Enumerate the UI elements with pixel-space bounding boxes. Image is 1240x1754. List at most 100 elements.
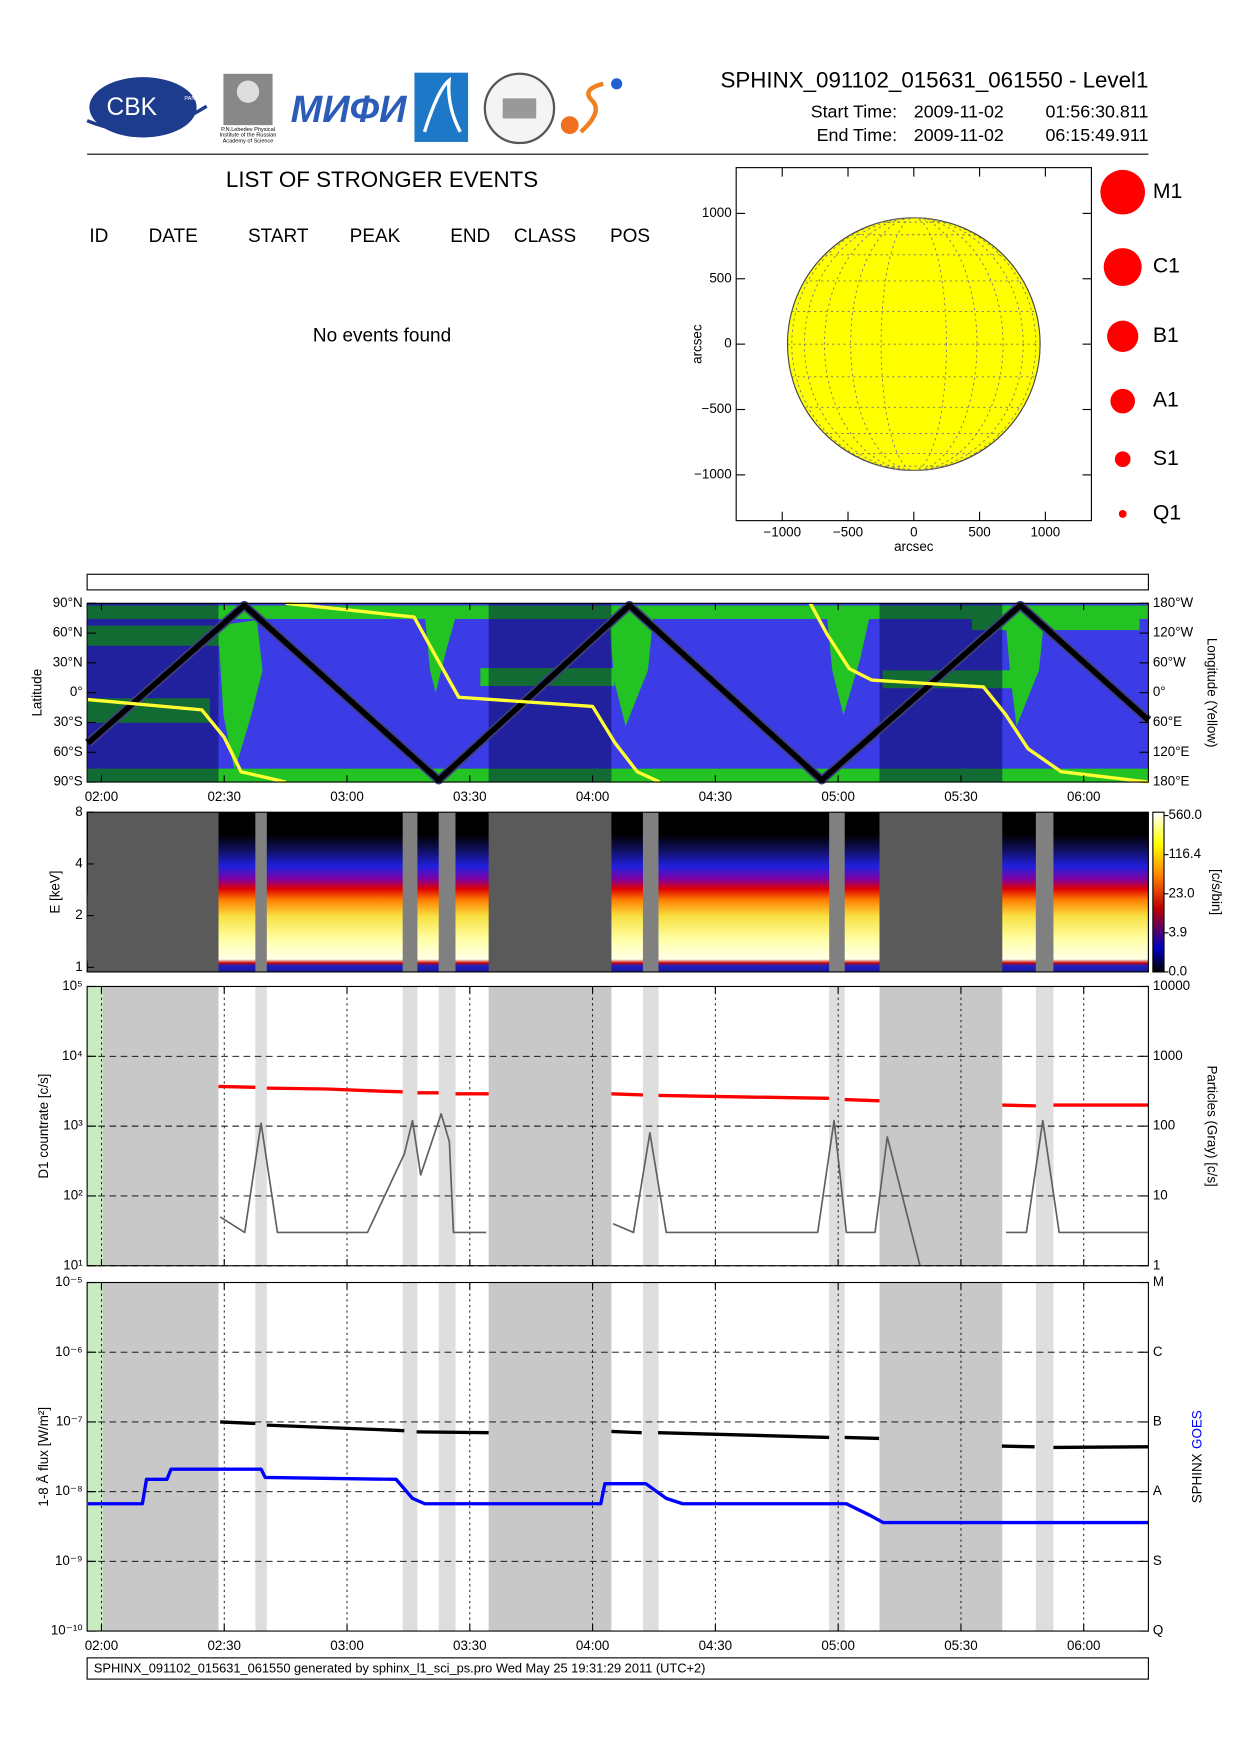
meridian xyxy=(824,217,1004,471)
series-line xyxy=(87,1467,1149,1525)
y-tick-label: 10⁻⁵ xyxy=(55,1274,83,1289)
track xyxy=(87,601,1149,784)
x-tick-label: 03:00 xyxy=(330,1638,364,1653)
column-header: ID xyxy=(89,226,108,247)
axis-label: arcsec xyxy=(690,324,705,364)
x-tick-label: 04:00 xyxy=(576,789,610,804)
shaded-interval xyxy=(488,812,612,972)
footer: SPHINX_091102_015631_061550 generated by… xyxy=(94,1660,706,1675)
plot-frame xyxy=(86,811,1149,973)
y-tick-label: 1000 xyxy=(1153,1048,1183,1063)
shaded-interval xyxy=(87,812,219,972)
column-header: PEAK xyxy=(350,226,401,247)
y-tick-label: 0 xyxy=(724,336,731,351)
column-header: POS xyxy=(610,226,650,247)
x-tick-label: 03:30 xyxy=(453,789,487,804)
axis-label: Particles (Gray) [c/s] xyxy=(1204,1065,1219,1186)
axis-label: Longitude (Yellow) xyxy=(1204,638,1219,748)
shaded-interval xyxy=(879,1282,1003,1632)
x-tick-label: 04:30 xyxy=(699,789,733,804)
y-tick-label: 180°W xyxy=(1153,595,1194,610)
y-tick-label: 10⁻⁷ xyxy=(56,1413,83,1428)
shaded-interval xyxy=(438,1282,456,1632)
legend-label: M1 xyxy=(1153,180,1182,203)
x-tick-label: −1000 xyxy=(763,524,801,539)
map-land xyxy=(608,614,654,727)
y-tick-label: 10⁻⁶ xyxy=(55,1344,82,1359)
axis-label: E [keV] xyxy=(47,870,62,913)
y-tick-label: 30°S xyxy=(53,714,82,729)
legend-label: Q1 xyxy=(1153,502,1181,525)
logo-seal xyxy=(502,98,537,119)
logo-sun xyxy=(579,81,604,134)
x-tick-label: −500 xyxy=(833,524,863,539)
plot-frame xyxy=(86,985,1149,1267)
start-label: Start Time: xyxy=(811,102,897,122)
y-tick-label: 60°N xyxy=(53,625,83,640)
axis-label: arcsec xyxy=(894,539,934,554)
axis-label-part: SPHINX xyxy=(1189,1453,1204,1503)
map-land xyxy=(1005,616,1045,727)
y-tick-label: 60°W xyxy=(1153,654,1186,669)
y-tick-label: 30°N xyxy=(53,654,83,669)
x-tick-label: 03:30 xyxy=(453,1638,487,1653)
y-tick-label: 90°S xyxy=(53,774,82,789)
x-tick-label: 0 xyxy=(910,524,917,539)
y-tick-label: 8 xyxy=(75,804,82,819)
y-tick-label: 10¹ xyxy=(63,1257,83,1272)
title: SPHINX_091102_015631_061550 - Level1 xyxy=(721,68,1149,93)
column-header: CLASS xyxy=(514,226,576,247)
series-line xyxy=(218,1084,1149,1108)
y-tick-label: A xyxy=(1153,1483,1162,1498)
shaded-interval xyxy=(1035,812,1054,972)
axis-label: SPHINX GOES xyxy=(1189,1410,1204,1503)
series-line xyxy=(220,1420,1149,1450)
y-tick-label: 10⁻⁸ xyxy=(55,1483,83,1498)
shaded-interval xyxy=(829,1282,845,1632)
plot-frame xyxy=(86,1281,1149,1632)
y-tick-label: 10⁴ xyxy=(62,1048,83,1063)
y-tick-label: 60°S xyxy=(53,744,82,759)
logo-swoosh xyxy=(422,76,462,133)
logo-text: CBK xyxy=(107,94,158,121)
y-tick-label: 1 xyxy=(75,959,82,974)
end-date: 2009-11-02 xyxy=(914,125,1004,145)
axis-label: Latitude xyxy=(30,669,45,717)
y-tick-label: 0° xyxy=(1153,684,1166,699)
legend-label: S1 xyxy=(1153,447,1179,470)
x-tick-label: 02:30 xyxy=(207,789,241,804)
logo-text: МИФИ xyxy=(291,89,408,131)
meridian xyxy=(791,217,1037,471)
night-interval xyxy=(879,603,1003,783)
y-tick-label: C xyxy=(1153,1344,1163,1359)
logos: CBK PAN P.N.Lebedev Physical Institute o… xyxy=(86,72,623,144)
y-tick-label: 10⁻⁹ xyxy=(55,1553,83,1568)
shaded-interval xyxy=(438,812,456,972)
legend-marker xyxy=(1110,388,1135,414)
night-interval xyxy=(488,603,612,783)
start-time: 01:56:30.811 xyxy=(1045,102,1148,122)
sun-disk xyxy=(786,217,1041,472)
colorbar-label: 560.0 xyxy=(1169,807,1203,822)
y-tick-label: 1 xyxy=(1153,1257,1160,1272)
legend-marker xyxy=(1103,248,1142,287)
end-time: 06:15:49.911 xyxy=(1045,125,1148,145)
shaded-interval xyxy=(255,1282,267,1632)
colorbar-label: 23.0 xyxy=(1169,885,1195,900)
x-tick-label: 03:00 xyxy=(330,789,364,804)
footer-box xyxy=(86,1657,1149,1680)
column-header: END xyxy=(450,226,490,247)
shaded-interval xyxy=(402,812,418,972)
y-tick-label: 2 xyxy=(75,907,82,922)
shaded-interval xyxy=(488,1282,612,1632)
y-tick-label: 120°W xyxy=(1153,625,1194,640)
logo-swoosh xyxy=(86,104,208,132)
logo-sun xyxy=(560,116,579,135)
x-tick-label: 1000 xyxy=(1030,524,1060,539)
legend-label: C1 xyxy=(1153,255,1180,278)
legend-marker xyxy=(1114,451,1131,468)
y-tick-label: 10² xyxy=(63,1187,83,1202)
shaded-interval xyxy=(642,1282,659,1632)
map-land xyxy=(87,625,222,646)
shaded-interval xyxy=(1035,1282,1054,1632)
